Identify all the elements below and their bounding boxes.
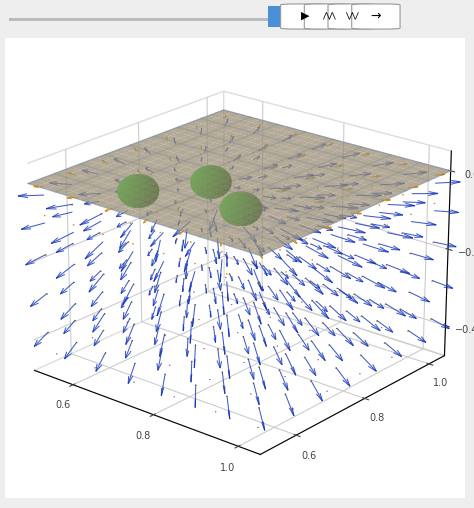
FancyBboxPatch shape <box>281 4 329 29</box>
Text: →: → <box>371 9 381 22</box>
Text: ▶: ▶ <box>301 11 309 21</box>
Text: ⋁⋁: ⋁⋁ <box>345 11 359 20</box>
Bar <box>268 6 281 27</box>
FancyBboxPatch shape <box>352 4 400 29</box>
Bar <box>9 17 280 21</box>
Text: ⋀⋀: ⋀⋀ <box>321 11 336 20</box>
FancyBboxPatch shape <box>304 4 353 29</box>
FancyBboxPatch shape <box>328 4 376 29</box>
